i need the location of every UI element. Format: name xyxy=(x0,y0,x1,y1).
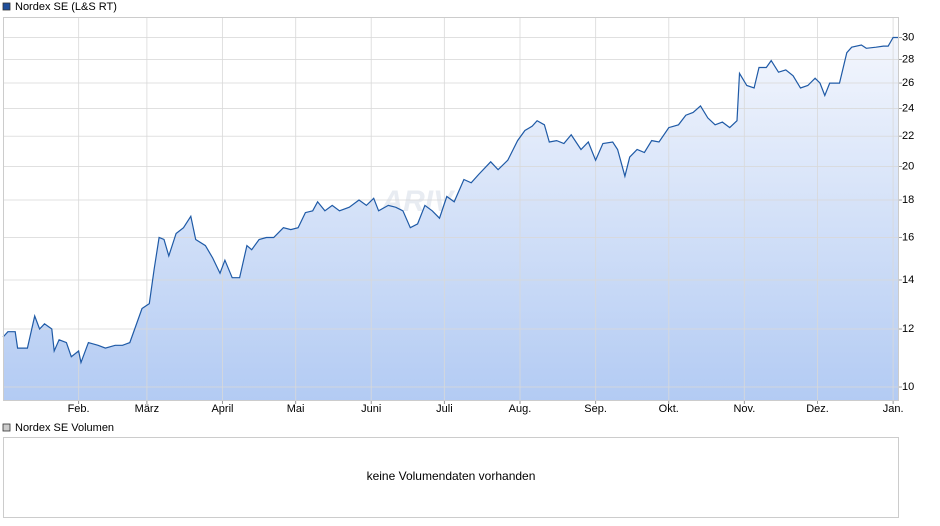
x-tick-label: Sep. xyxy=(584,403,607,415)
plot-frame xyxy=(3,17,899,401)
legend-swatch xyxy=(2,2,11,11)
x-tick-label: April xyxy=(211,403,233,415)
y-tick-label: 26 xyxy=(902,77,914,89)
y-tick-label: 12 xyxy=(902,323,914,335)
x-tick-label: Mai xyxy=(287,403,305,415)
legend-label: Nordex SE Volumen xyxy=(15,422,114,434)
x-tick-label: Feb. xyxy=(68,403,90,415)
no-data-message: keine Volumendaten vorhanden xyxy=(367,469,536,483)
volume-panel xyxy=(3,437,899,518)
y-tick-label: 30 xyxy=(902,31,914,43)
x-tick-label: Dez. xyxy=(806,403,829,415)
x-tick-label: Juli xyxy=(436,403,453,415)
x-tick-label: Aug. xyxy=(509,403,532,415)
x-tick-label: Jan. xyxy=(883,403,904,415)
x-tick-label: März xyxy=(135,403,159,415)
x-tick-label: Nov. xyxy=(733,403,755,415)
y-tick-label: 16 xyxy=(902,231,914,243)
x-tick-label: Okt. xyxy=(659,403,679,415)
price-line xyxy=(2,36,898,365)
area xyxy=(3,37,898,400)
y-tick-label: 28 xyxy=(902,53,914,65)
y-tick-label: 18 xyxy=(902,194,914,206)
y-tick-label: 14 xyxy=(902,274,914,286)
y-tick-label: 10 xyxy=(902,381,914,393)
legend-swatch xyxy=(2,423,11,432)
y-tick-label: 20 xyxy=(902,160,914,172)
x-tick-label: Juni xyxy=(361,403,381,415)
y-tick-label: 24 xyxy=(902,102,914,114)
legend-label: Nordex SE (L&S RT) xyxy=(15,1,117,13)
y-tick-label: 22 xyxy=(902,130,914,142)
